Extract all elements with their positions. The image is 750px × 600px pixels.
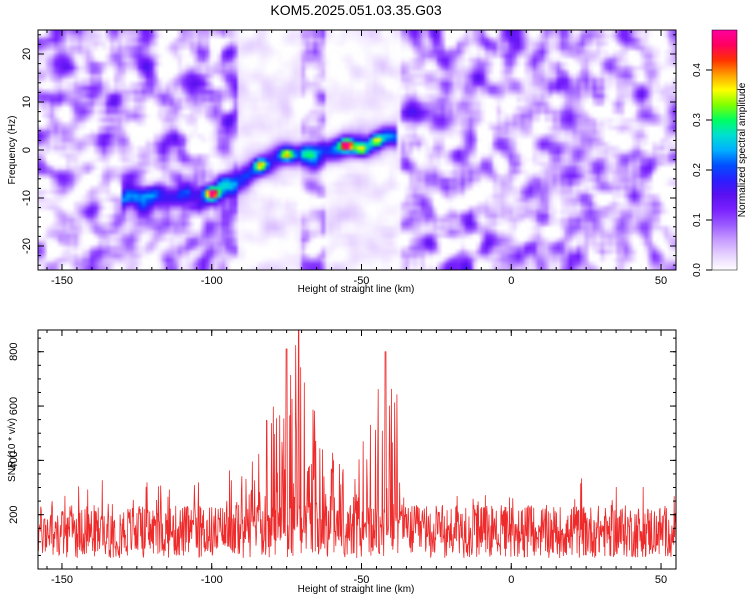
y-tick-label: 800 xyxy=(8,343,20,361)
colorbar-ticks: 0.0 0.1 0.2 0.3 0.4 xyxy=(692,63,712,277)
x-tick-label: 50 xyxy=(655,574,667,586)
x-tick-label: -100 xyxy=(201,275,223,287)
spectrogram-y-label: Frequency (Hz) xyxy=(7,116,18,185)
colorbar-tick-label: 0.2 xyxy=(692,163,703,177)
colorbar-label: Normalized spectral amplitude xyxy=(737,82,748,217)
snr-panel: -150 -100 -50 0 50 200 400 600 800 Height of st… xyxy=(7,329,677,595)
x-tick-label: 0 xyxy=(508,275,514,287)
x-tick-label: 50 xyxy=(655,275,667,287)
spectrogram-x-ticks: -150 -100 -50 0 50 xyxy=(46,30,677,287)
colorbar-tick-label: 0.1 xyxy=(692,213,703,227)
colorbar-tick-label: 0.0 xyxy=(692,263,703,277)
colorbar-tick-label: 0.3 xyxy=(692,113,703,127)
spectrogram-image xyxy=(38,30,676,270)
y-tick-label: 0 xyxy=(21,147,33,153)
x-tick-label: -150 xyxy=(51,574,73,586)
chart-title: KOM5.2025.051.03.35.G03 xyxy=(270,2,441,18)
y-tick-label: -10 xyxy=(21,190,33,206)
colorbar-tick-label: 0.4 xyxy=(692,63,703,77)
y-tick-label: 200 xyxy=(8,506,20,524)
snr-x-label: Height of straight line (km) xyxy=(298,584,415,595)
snr-y-label: SNR (10 * v/v) xyxy=(7,418,18,482)
snr-frame xyxy=(37,329,677,570)
y-tick-label: 20 xyxy=(21,48,33,60)
snr-series-line xyxy=(37,329,677,558)
spectrogram-y-ticks: -20 -10 0 10 20 xyxy=(21,34,676,266)
x-tick-label: -50 xyxy=(354,574,370,586)
spectrogram-x-label: Height of straight line (km) xyxy=(298,284,415,295)
y-tick-label: 400 xyxy=(8,451,20,469)
snr-y-ticks: 200 400 600 800 xyxy=(8,337,676,556)
x-tick-label: -100 xyxy=(201,574,223,586)
colorbar: 0.0 0.1 0.2 0.3 0.4 Normalized spectral ampl… xyxy=(692,29,748,277)
y-tick-label: 600 xyxy=(8,397,20,415)
snr-x-ticks: -150 -100 -50 0 50 xyxy=(46,330,677,586)
x-tick-label: -150 xyxy=(51,275,73,287)
x-tick-label: 0 xyxy=(508,574,514,586)
colorbar-gradient xyxy=(711,29,738,271)
y-tick-label: -20 xyxy=(21,238,33,254)
y-tick-label: 10 xyxy=(21,96,33,108)
x-tick-label: -50 xyxy=(354,275,370,287)
